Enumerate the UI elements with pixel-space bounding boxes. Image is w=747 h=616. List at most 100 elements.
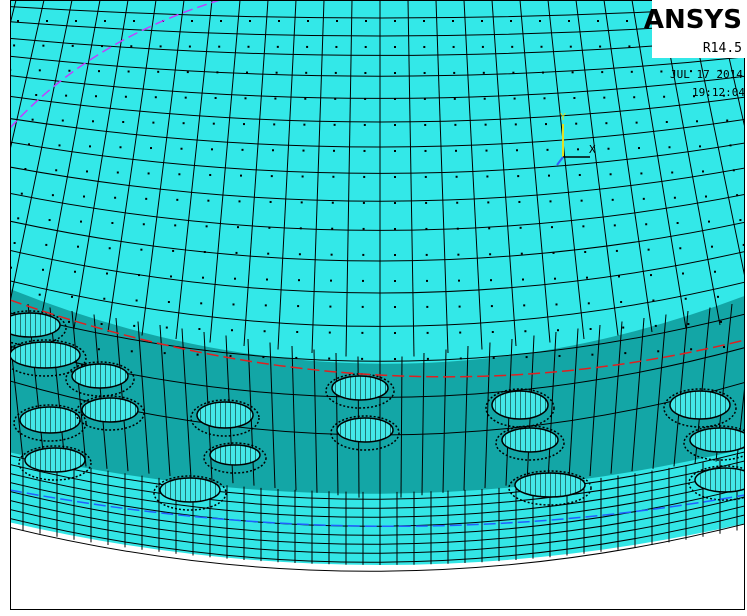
mesh-node (145, 198, 147, 200)
mesh-node (424, 98, 426, 100)
mesh-node (168, 301, 170, 303)
mesh-node (266, 279, 268, 281)
mesh-node (204, 251, 206, 253)
mesh-node (17, 217, 19, 219)
hole (502, 428, 558, 452)
mesh-node (459, 332, 461, 334)
hole (160, 478, 220, 502)
mesh-node (364, 124, 366, 126)
mesh-node (577, 148, 579, 150)
mesh-node (68, 321, 70, 323)
mesh-node (101, 45, 103, 47)
mesh-node (628, 45, 630, 47)
mesh-node (298, 279, 300, 281)
mesh-node (483, 72, 485, 74)
model (0, 0, 747, 571)
mesh-node (39, 294, 41, 296)
mesh-node (160, 45, 162, 47)
mesh-node (640, 172, 642, 174)
mesh-node (103, 298, 105, 300)
mesh-node (332, 176, 334, 178)
graphics-window: ANSYS R14.5 JUL 17 2014 19:12:04 Y X (0, 0, 747, 616)
mesh-node (206, 225, 208, 227)
mesh-node (394, 358, 396, 360)
mesh-node (614, 224, 616, 226)
mesh-node (334, 124, 336, 126)
mesh-node (234, 278, 236, 280)
mesh-node (548, 175, 550, 177)
mesh-node (306, 46, 308, 48)
time: 19:12:04 (692, 86, 745, 99)
mesh-node (237, 226, 239, 228)
mesh-node (157, 71, 159, 73)
logo-title: ANSYS (644, 5, 742, 35)
mesh-node (42, 45, 44, 47)
mesh-node (586, 277, 588, 279)
mesh-node (394, 332, 396, 334)
mesh-node (394, 124, 396, 126)
mesh-node (488, 227, 490, 229)
mesh-node (720, 321, 722, 323)
mesh-node (460, 358, 462, 360)
mesh-node (272, 149, 274, 151)
mesh-node (652, 299, 654, 301)
mesh-node (207, 200, 209, 202)
mesh-node (140, 249, 142, 251)
mesh-node (270, 201, 272, 203)
mesh-node (622, 327, 624, 329)
mesh-node (68, 70, 70, 72)
mesh-node (117, 172, 119, 174)
mesh-node (98, 70, 100, 72)
mesh-node (104, 20, 106, 22)
cylinder-surface (0, 0, 747, 364)
mesh-node (425, 150, 427, 152)
mesh-node (685, 298, 687, 300)
mesh-node (130, 45, 132, 47)
mesh-node (551, 226, 553, 228)
mesh-node (423, 20, 425, 22)
mesh-node (220, 20, 222, 22)
mesh-node (109, 247, 111, 249)
mesh-node (696, 120, 698, 122)
mesh-node (679, 247, 681, 249)
mesh-node (490, 279, 492, 281)
mesh-node (455, 150, 457, 152)
mesh-node (111, 222, 113, 224)
mesh-node (271, 175, 273, 177)
mesh-node (605, 122, 607, 124)
mesh-node (183, 122, 185, 124)
mesh-node (264, 330, 266, 332)
mesh-node (482, 46, 484, 48)
mesh-node (568, 20, 570, 22)
mesh-node (181, 148, 183, 150)
mesh-node (28, 143, 30, 145)
mesh-node (633, 96, 635, 98)
mesh-node (303, 124, 305, 126)
mesh-node (213, 123, 215, 125)
mesh-node (59, 144, 61, 146)
mesh-node (485, 124, 487, 126)
mesh-node (711, 246, 713, 248)
mesh-node (191, 20, 193, 22)
mesh-node (274, 98, 276, 100)
mesh-node (155, 96, 157, 98)
mesh-node (394, 150, 396, 152)
mesh-node (364, 150, 366, 152)
mesh-node (276, 72, 278, 74)
mesh-node (539, 20, 541, 22)
hole (20, 407, 80, 433)
mesh-node (187, 71, 189, 73)
mesh-node (98, 348, 100, 350)
mesh-node (394, 20, 396, 22)
mesh-node (425, 176, 427, 178)
mesh-node (329, 306, 331, 308)
mesh-node (131, 350, 133, 352)
mesh-node (610, 173, 612, 175)
mesh-node (603, 97, 605, 99)
mesh-node (17, 20, 19, 22)
triad-x-label: X (589, 143, 596, 156)
mesh-node (511, 46, 513, 48)
hole (337, 418, 393, 442)
mesh-node (239, 200, 241, 202)
mesh-node (262, 356, 264, 358)
